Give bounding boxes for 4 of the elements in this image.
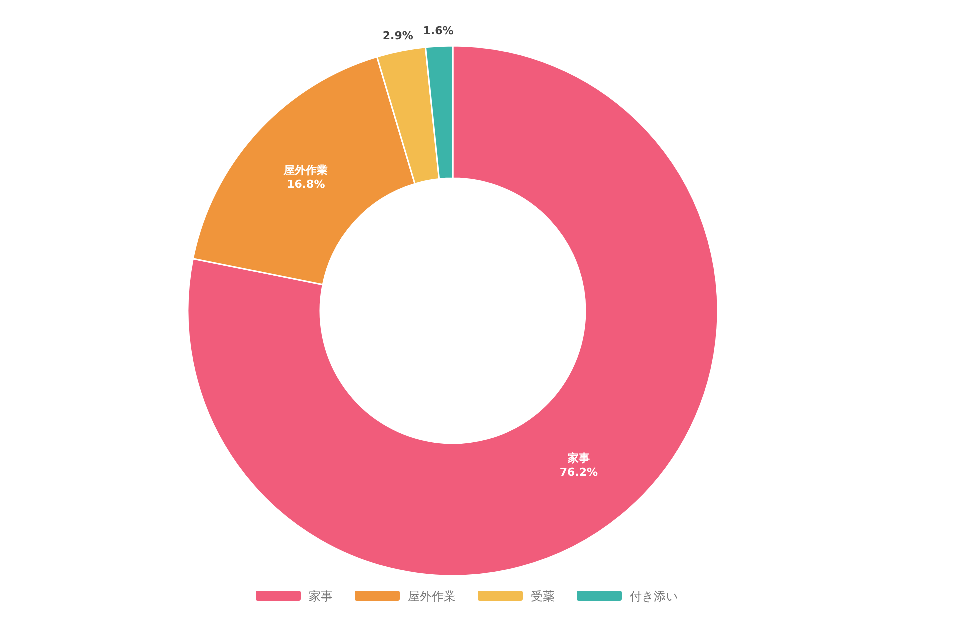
legend-label: 受薬	[531, 590, 555, 604]
legend-label: 付き添い	[629, 590, 678, 604]
legend-label: 家事	[309, 590, 333, 604]
legend-label: 屋外作業	[408, 590, 456, 604]
